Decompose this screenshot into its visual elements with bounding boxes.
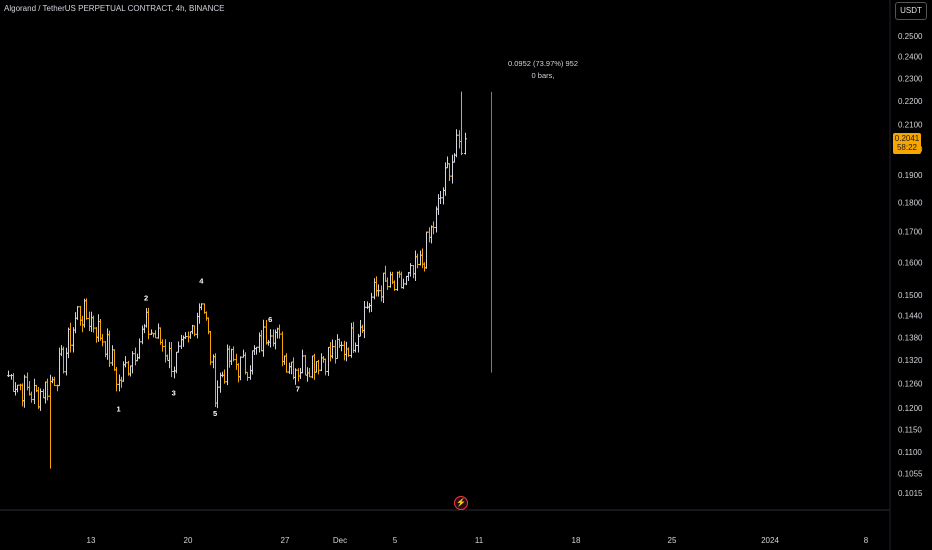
measure-readout: 0.0952 (73.97%) 952 0 bars, bbox=[498, 58, 588, 82]
x-tick-label: 25 bbox=[668, 536, 677, 545]
y-tick-label: 0.1320 bbox=[898, 356, 923, 365]
y-tick-label: 0.1100 bbox=[898, 448, 922, 457]
x-tick-label: 13 bbox=[87, 536, 96, 545]
wave-label: 5 bbox=[213, 409, 217, 418]
wave-label: 4 bbox=[199, 277, 204, 286]
y-tick-label: 0.2200 bbox=[898, 97, 923, 106]
y-tick-label: 0.1015 bbox=[898, 489, 923, 498]
last-price-tag: 0.2041 58:22 bbox=[893, 133, 921, 154]
y-tick-label: 0.1800 bbox=[898, 199, 923, 208]
y-tick-label: 0.1150 bbox=[898, 426, 922, 435]
x-tick-label: 5 bbox=[393, 536, 398, 545]
x-tick-label: 27 bbox=[281, 536, 290, 545]
y-tick-label: 0.1260 bbox=[898, 379, 923, 388]
x-tick-label: 8 bbox=[864, 536, 869, 545]
y-tick-label: 0.2400 bbox=[898, 53, 923, 62]
y-tick-label: 0.1900 bbox=[898, 171, 923, 180]
symbol-title: Algorand / TetherUS PERPETUAL CONTRACT, … bbox=[4, 4, 225, 13]
y-tick-label: 0.2100 bbox=[898, 120, 923, 129]
measure-bars: 0 bars, bbox=[531, 71, 555, 80]
last-price-value: 0.2041 bbox=[894, 134, 920, 143]
bar-countdown: 58:22 bbox=[896, 143, 918, 152]
y-tick-label: 0.1500 bbox=[898, 291, 923, 300]
currency-button[interactable]: USDT bbox=[895, 2, 927, 20]
y-tick-label: 0.1380 bbox=[898, 333, 923, 342]
y-tick-label: 0.1200 bbox=[898, 404, 923, 413]
wave-label: 6 bbox=[268, 315, 272, 324]
measure-change: 0.0952 (73.97%) 952 bbox=[507, 59, 579, 68]
x-tick-label: 18 bbox=[572, 536, 581, 545]
x-tick-label: 2024 bbox=[761, 536, 779, 545]
y-tick-label: 0.1700 bbox=[898, 228, 923, 237]
x-tick-label: 11 bbox=[475, 536, 484, 545]
wave-label: 7 bbox=[296, 384, 300, 393]
y-tick-label: 0.1055 bbox=[898, 469, 923, 478]
wave-label: 2 bbox=[144, 294, 148, 303]
x-tick-label: 20 bbox=[184, 536, 193, 545]
wave-label: 3 bbox=[172, 388, 176, 397]
lightning-icon[interactable]: ⚡ bbox=[454, 496, 468, 510]
y-tick-label: 0.2300 bbox=[898, 74, 923, 83]
x-tick-label: Dec bbox=[333, 536, 347, 545]
y-tick-label: 0.2500 bbox=[898, 32, 923, 41]
wave-label: 1 bbox=[116, 405, 120, 414]
y-tick-label: 0.1440 bbox=[898, 312, 923, 321]
y-tick-label: 0.1600 bbox=[898, 258, 923, 267]
